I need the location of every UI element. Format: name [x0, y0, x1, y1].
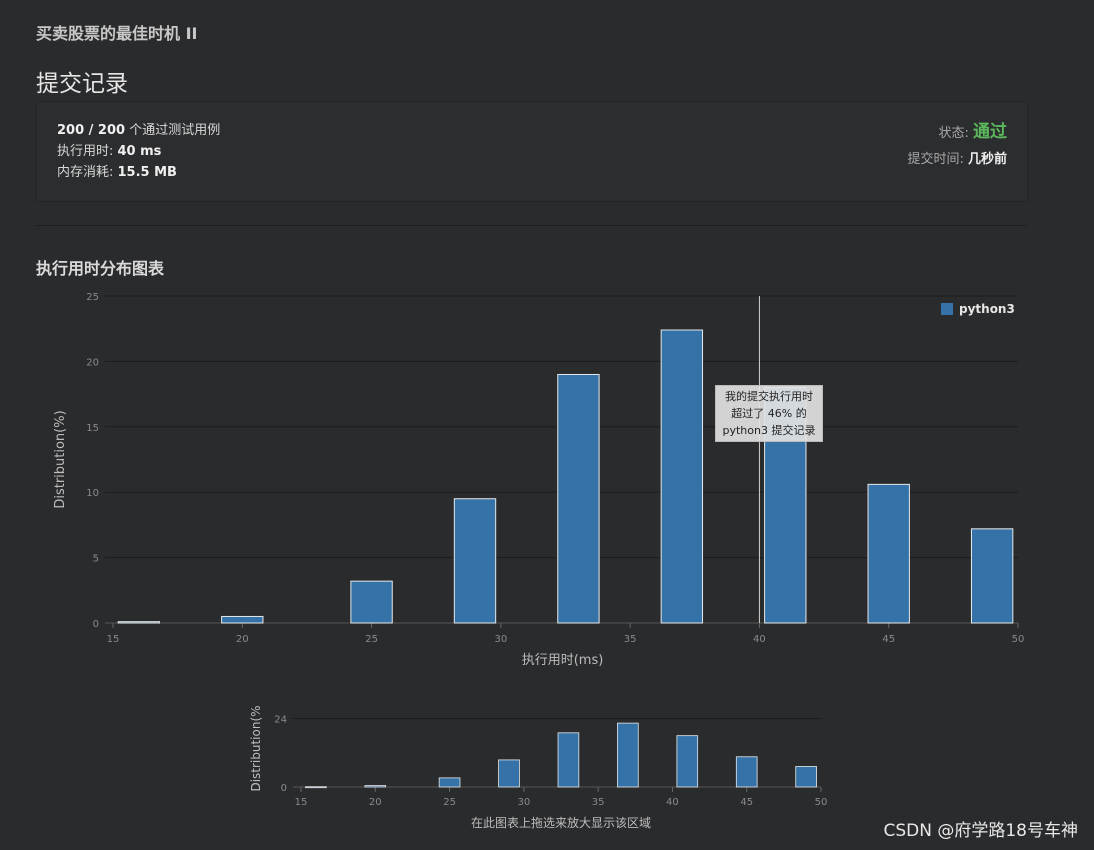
overview-x-tick-label: 50 — [815, 797, 828, 808]
status-label: 状态: — [938, 126, 973, 141]
legend-label: python3 — [959, 302, 1015, 316]
overview-x-tick-label: 15 — [295, 797, 308, 808]
chart-heading: 执行用时分布图表 — [36, 259, 165, 278]
main-y-tick-label: 15 — [86, 423, 99, 434]
status-badge: 通过 — [973, 122, 1007, 142]
main-x-tick-label: 15 — [107, 634, 120, 645]
memory-line: 内存消耗: 15.5 MB — [57, 162, 220, 183]
overview-bar — [364, 785, 387, 788]
tooltip-line-3: python3 提交记录 — [722, 424, 816, 437]
chart-legend[interactable]: python3 — [941, 302, 1015, 316]
overview-y-tick-label: 24 — [274, 715, 287, 726]
main-bar — [221, 615, 264, 624]
main-x-axis-label: 执行用时(ms) — [522, 653, 604, 668]
section-divider — [36, 225, 1026, 226]
main-bar — [453, 498, 497, 624]
problem-title[interactable]: 买卖股票的最佳时机 II — [36, 24, 198, 43]
overview-bar — [557, 732, 580, 788]
memory-value: 15.5 MB — [117, 165, 177, 180]
page-title: 提交记录 — [36, 71, 128, 97]
main-x-tick-label: 45 — [882, 634, 895, 645]
main-bar — [117, 621, 161, 624]
main-y-tick-label: 20 — [86, 357, 99, 368]
main-y-tick-label: 10 — [86, 488, 99, 499]
overview-y-axis-label: Distribution(% — [249, 705, 263, 791]
legend-swatch — [941, 303, 953, 315]
overview-x-tick-label: 45 — [740, 797, 753, 808]
tooltip-line-1: 我的提交执行用时 — [725, 390, 813, 403]
runtime-line: 执行用时: 40 ms — [57, 141, 220, 162]
memory-label: 内存消耗: — [57, 165, 118, 180]
overview-bar — [735, 756, 758, 788]
overview-y-tick-label: 0 — [281, 783, 287, 794]
tooltip-line-2: 超过了 46% 的 — [731, 407, 807, 420]
main-x-tick-label: 30 — [494, 634, 507, 645]
main-y-tick-label: 25 — [86, 292, 99, 303]
overview-bar — [305, 786, 327, 789]
main-y-tick-label: 0 — [93, 619, 99, 630]
overview-x-tick-label: 40 — [666, 797, 679, 808]
overview-bar — [676, 735, 699, 788]
result-status: 状态: 通过 提交时间: 几秒前 — [907, 117, 1007, 167]
tests-passed-label: 个通过测试用例 — [129, 123, 221, 138]
tests-passed-line: 200 / 200 个通过测试用例 — [57, 120, 220, 141]
main-y-tick-label: 5 — [93, 554, 99, 565]
runtime-label: 执行用时: — [57, 144, 118, 159]
overview-bar — [438, 777, 461, 788]
overview-x-tick-label: 20 — [369, 797, 382, 808]
overview-x-tick-label: 35 — [592, 797, 605, 808]
main-x-tick-label: 25 — [365, 634, 378, 645]
result-summary: 200 / 200 个通过测试用例 执行用时: 40 ms 内存消耗: 15.5… — [57, 120, 220, 183]
main-bar — [660, 329, 704, 624]
main-x-tick-label: 35 — [624, 634, 637, 645]
submit-time-value: 几秒前 — [967, 152, 1007, 167]
main-bar — [557, 373, 600, 624]
main-bar — [350, 580, 393, 624]
chart-tooltip: 我的提交执行用时 超过了 46% 的 python3 提交记录 — [715, 385, 823, 442]
submit-time-label: 提交时间: — [907, 152, 968, 167]
overview-x-axis-label: 在此图表上拖选来放大显示该区域 — [471, 815, 651, 830]
overview-x-tick-label: 25 — [443, 797, 456, 808]
main-x-tick-label: 50 — [1012, 634, 1025, 645]
overview-bar — [795, 766, 817, 788]
main-y-axis-label: Distribution(%) — [53, 410, 68, 508]
watermark: CSDN @府学路18号车神 — [883, 821, 1078, 841]
overview-bar — [617, 722, 639, 788]
status-line: 状态: 通过 — [907, 117, 1007, 143]
submit-time-line: 提交时间: 几秒前 — [907, 148, 1007, 167]
submission-result-card: 200 / 200 个通过测试用例 执行用时: 40 ms 内存消耗: 15.5… — [36, 101, 1028, 202]
overview-bar — [498, 759, 520, 788]
main-x-tick-label: 20 — [236, 634, 249, 645]
main-x-tick-label: 40 — [753, 634, 766, 645]
runtime-value: 40 ms — [117, 144, 162, 159]
main-bar — [867, 483, 910, 624]
tests-passed-count: 200 / 200 — [57, 123, 126, 138]
main-bar — [970, 528, 1014, 624]
overview-x-tick-label: 30 — [517, 797, 530, 808]
